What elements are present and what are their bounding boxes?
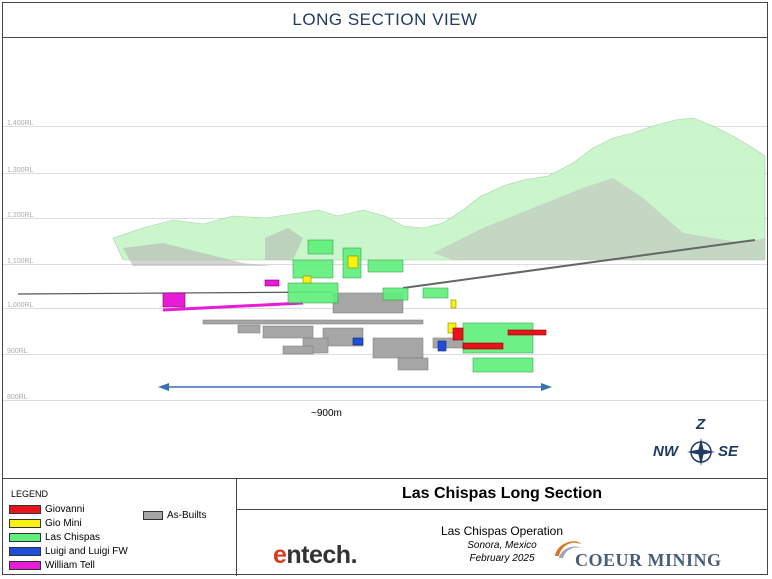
legend-swatch	[9, 505, 41, 514]
legend-item: Giovanni	[9, 504, 84, 515]
legend-swatch	[9, 533, 41, 542]
coeur-swoosh-icon	[555, 541, 581, 558]
gio-mini-workings	[302, 255, 457, 334]
legend: LEGEND Giovanni Gio Mini Las Chispas Lui…	[3, 479, 237, 576]
decline	[402, 239, 756, 289]
page-title: LONG SECTION VIEW	[292, 10, 478, 29]
rl-label: 1,400RL	[7, 120, 34, 127]
entech-logo-rest: ntech.	[286, 541, 358, 569]
legend-item: William Tell	[9, 560, 95, 571]
rl-label: 800RL	[7, 394, 28, 401]
mine-model-drawing	[17, 117, 766, 391]
legend-label: Luigi and Luigi FW	[45, 546, 128, 557]
date: February 2025	[469, 553, 535, 564]
rl-label: 1,000RL	[7, 302, 34, 309]
compass: Z NW SE	[643, 416, 753, 473]
compass-east: SE	[718, 443, 739, 460]
legend-item: As-Builts	[143, 510, 206, 521]
legend-swatch	[9, 561, 41, 570]
terrain-shadow	[265, 228, 303, 260]
title-block: LEGEND Giovanni Gio Mini Las Chispas Lui…	[3, 478, 767, 576]
operation-name: Las Chispas Operation	[440, 524, 564, 538]
drawing-info: Las Chispas Operation Sonora, Mexico Feb…	[237, 510, 767, 576]
las-chispas-workings	[287, 239, 534, 373]
legend-label: Giovanni	[45, 504, 85, 515]
legend-label: William Tell	[45, 560, 95, 571]
legend-swatch	[9, 519, 41, 528]
decline	[162, 301, 304, 312]
legend-item: Las Chispas	[9, 532, 100, 543]
legend-item: Gio Mini	[9, 518, 82, 529]
header-bar: LONG SECTION VIEW	[3, 3, 767, 38]
terrain-shadow	[123, 243, 273, 266]
legend-swatch	[143, 511, 163, 520]
rl-label: 1,200RL	[7, 212, 34, 219]
rl-gridline	[3, 173, 767, 174]
legend-label: Las Chispas	[45, 532, 101, 543]
scale-arrowhead-right	[541, 383, 552, 391]
legend-swatch	[9, 547, 41, 556]
rl-gridline	[3, 400, 767, 401]
luigi-workings	[352, 337, 447, 352]
rl-label: 1,100RL	[7, 258, 34, 265]
entech-logo-e: e	[273, 541, 287, 569]
drawing-title-box: Las Chispas Long Section	[237, 479, 767, 510]
legend-label: Gio Mini	[45, 518, 82, 529]
compass-west: NW	[653, 443, 678, 460]
location: Sonora, Mexico	[467, 540, 537, 551]
terrain-shadow	[433, 178, 765, 260]
giovanni-workings	[452, 327, 547, 350]
entech-logo: entech.	[273, 541, 358, 570]
rl-label: 900RL	[7, 348, 28, 355]
legend-item: Luigi and Luigi FW	[9, 546, 128, 557]
legend-title: LEGEND	[11, 489, 49, 499]
william-tell-workings	[162, 279, 280, 308]
long-section-canvas: 1,400RL 1,300RL 1,200RL 1,100RL 1,000RL …	[3, 38, 767, 478]
rl-gridline	[3, 126, 767, 127]
coeur-mining-logo: COEUR MINING	[575, 550, 722, 570]
drawing-title: Las Chispas Long Section	[401, 485, 603, 502]
rl-label: 1,300RL	[7, 167, 34, 174]
compass-north: Z	[696, 416, 706, 433]
scale-arrowhead-left	[158, 383, 169, 391]
compass-rose-icon	[687, 438, 715, 466]
scale-label: ~900m	[311, 408, 342, 419]
legend-label: As-Builts	[167, 510, 207, 521]
